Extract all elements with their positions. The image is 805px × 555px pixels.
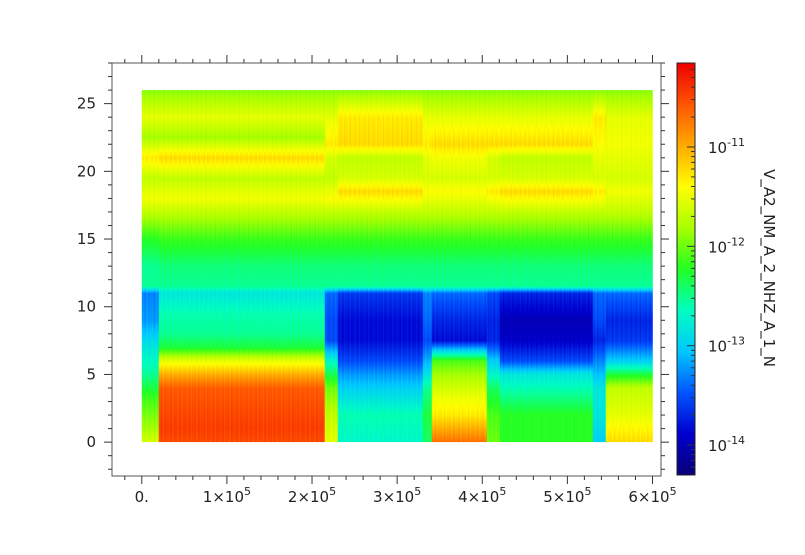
x-tick-label: 3×105 [373, 485, 421, 506]
y-tick-label: 15 [77, 230, 96, 248]
colorbar-tick-label: 10-14 [708, 434, 745, 455]
y-tick-label: 0 [86, 433, 96, 451]
colorbar: 10-14 10-13 10-12 10-11 [676, 62, 745, 476]
x-tick-label: 1×105 [203, 485, 251, 506]
colorbar-title: V_A2_NM_A_2_NHZ_A_1_N [759, 169, 778, 367]
colorbar-tick-label: 10-13 [708, 335, 745, 356]
x-tick-label: 2×105 [288, 485, 336, 506]
colorbar-ticks [687, 62, 695, 476]
colorbar-tick-label: 10-11 [708, 136, 745, 157]
y-tick-label: 20 [77, 162, 96, 180]
x-axis [124, 55, 653, 484]
y-tick-labels: 0 5 10 15 20 25 [77, 95, 96, 452]
colorbar-gradient [677, 63, 695, 475]
y-tick-label: 10 [77, 298, 96, 316]
colorbar-tick-labels: 10-14 10-13 10-12 10-11 [708, 136, 745, 455]
y-tick-label: 5 [86, 365, 96, 383]
colorbar-tick-label: 10-12 [708, 235, 745, 256]
x-tick-labels: 0. 1×105 2×105 3×105 4×105 5×105 6×105 [135, 485, 677, 506]
y-axis [104, 62, 669, 470]
x-tick-label: 4×105 [458, 485, 506, 506]
heatmap-cells [141, 90, 653, 443]
y-tick-label: 25 [77, 95, 96, 113]
x-tick-label: 5×105 [543, 485, 591, 506]
x-tick-label: 0. [135, 488, 149, 506]
x-tick-label: 6×105 [628, 485, 676, 506]
